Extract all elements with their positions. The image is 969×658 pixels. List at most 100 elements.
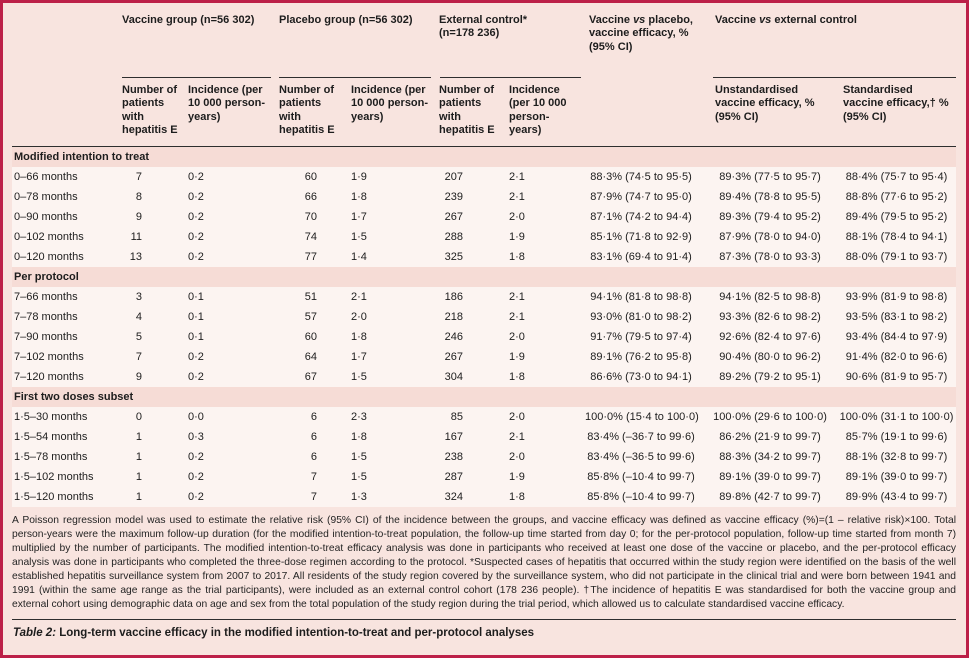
data-cell: 186: [437, 286, 508, 307]
placebo-group-header: Placebo group (n=56 302): [277, 11, 437, 78]
data-cell: 7: [277, 466, 349, 487]
data-cell: 1·7: [349, 206, 438, 227]
data-cell: 1·5: [349, 466, 438, 487]
data-cell: 7: [277, 486, 349, 507]
row-label: 1·5–102 months: [12, 466, 120, 487]
data-cell: 1: [120, 446, 186, 467]
data-cell: 88·8% (77·6 to 95·2): [837, 186, 956, 207]
table-row: 7–120 months 9 0·2 67 1·5 304 1·8 86·6% (73·0 t…: [12, 366, 956, 387]
data-cell: 6: [277, 426, 349, 447]
data-cell: 64: [277, 346, 349, 367]
data-cell: 238: [437, 446, 508, 467]
subheader-external-incidence: Incidence (per 10 000 person-years): [507, 78, 584, 147]
data-cell: 6: [277, 406, 349, 427]
data-cell: 2·3: [349, 406, 438, 427]
data-cell: 288: [437, 226, 508, 247]
efficacy-table: Vaccine group (n=56 302) Placebo group (…: [12, 11, 956, 507]
data-cell: 70: [277, 206, 349, 227]
row-label: 7–120 months: [12, 366, 120, 387]
row-label: 1·5–30 months: [12, 406, 120, 427]
data-cell: 1: [120, 466, 186, 487]
subheader-vaccine-incidence: Incidence (per 10 000 person-years): [186, 78, 277, 147]
data-cell: 1·9: [507, 226, 584, 247]
table-row: 0–78 months 8 0·2 66 1·8 239 2·1 87·9% (74·7 to…: [12, 186, 956, 207]
data-cell: 1: [120, 426, 186, 447]
row-label: 1·5–120 months: [12, 486, 120, 507]
data-cell: 1·4: [349, 246, 438, 267]
data-cell: 90·4% (80·0 to 96·2): [709, 346, 838, 367]
data-cell: 85·7% (19·1 to 99·6): [837, 426, 956, 447]
data-cell: 83·1% (69·4 to 91·4): [583, 246, 710, 267]
vvp-post: placebo, vaccine efficacy, % (95% CI): [589, 14, 693, 53]
row-label: 0–90 months: [12, 206, 120, 227]
data-cell: 94·1% (82·5 to 98·8): [709, 286, 838, 307]
data-cell: 100·0% (15·4 to 100·0): [583, 406, 710, 427]
row-label: 0–120 months: [12, 246, 120, 267]
data-cell: 2·0: [507, 446, 584, 467]
data-cell: 89·9% (43·4 to 99·7): [837, 486, 956, 507]
data-cell: 0·2: [186, 206, 277, 227]
vvp-pre: Vaccine: [589, 14, 634, 26]
data-cell: 93·3% (82·6 to 98·2): [709, 306, 838, 327]
data-cell: 267: [437, 206, 508, 227]
data-cell: 2·1: [507, 166, 584, 187]
row-label: 7–66 months: [12, 286, 120, 307]
data-cell: 89·3% (77·5 to 95·7): [709, 166, 838, 187]
table-row: 1·5–78 months 1 0·2 6 1·5 238 2·0 83·4% (–36·5 …: [12, 446, 956, 467]
table-footnote: A Poisson regression model was used to e…: [12, 514, 956, 611]
data-cell: 87·9% (78·0 to 94·0): [709, 226, 838, 247]
data-cell: 85·8% (–10·4 to 99·7): [583, 466, 710, 487]
data-cell: 1·3: [349, 486, 438, 507]
data-cell: 87·3% (78·0 to 93·3): [709, 246, 838, 267]
data-cell: 304: [437, 366, 508, 387]
data-cell: 77: [277, 246, 349, 267]
row-label: 0–78 months: [12, 186, 120, 207]
subheader-placebo-incidence: Incidence (per 10 000 person-years): [349, 78, 438, 147]
data-cell: 13: [120, 246, 186, 267]
data-cell: 66: [277, 186, 349, 207]
data-cell: 88·0% (79·1 to 93·7): [837, 246, 956, 267]
data-cell: 89·1% (39·0 to 99·7): [837, 466, 956, 487]
data-cell: 89·2% (79·2 to 95·1): [709, 366, 838, 387]
data-cell: 0·2: [186, 166, 277, 187]
data-cell: 1·9: [507, 466, 584, 487]
data-cell: 100·0% (29·6 to 100·0): [709, 406, 838, 427]
vve-pre: Vaccine: [715, 14, 760, 26]
data-cell: 1·5: [349, 366, 438, 387]
subheader-vaccine-n: Number of patients with hepatitis E: [120, 78, 186, 147]
caption-divider: [12, 619, 956, 621]
data-cell: 91·4% (82·0 to 96·6): [837, 346, 956, 367]
data-cell: 2·1: [349, 286, 438, 307]
data-cell: 7: [120, 166, 186, 187]
subheader-placebo-n: Number of patients with hepatitis E: [277, 78, 349, 147]
row-label: 0–102 months: [12, 226, 120, 247]
data-cell: 239: [437, 186, 508, 207]
data-cell: 1·8: [507, 366, 584, 387]
data-cell: 85: [437, 406, 508, 427]
vaccine-group-label: Vaccine group (n=56 302): [122, 14, 255, 26]
data-cell: 0·2: [186, 226, 277, 247]
data-cell: 92·6% (82·4 to 97·6): [709, 326, 838, 347]
data-cell: 89·1% (39·0 to 99·7): [709, 466, 838, 487]
data-cell: 2·0: [507, 206, 584, 227]
table-row: 0–90 months 9 0·2 70 1·7 267 2·0 87·1% (74·2 to…: [12, 206, 956, 227]
data-cell: 11: [120, 226, 186, 247]
row-label: 7–102 months: [12, 346, 120, 367]
data-cell: 9: [120, 366, 186, 387]
data-cell: 88·1% (32·8 to 99·7): [837, 446, 956, 467]
vaccine-group-header: Vaccine group (n=56 302): [120, 11, 277, 78]
data-cell: 0·0: [186, 406, 277, 427]
data-cell: 94·1% (81·8 to 98·8): [583, 286, 710, 307]
table-row: 0–120 months 13 0·2 77 1·4 325 1·8 83·1% (69·4 …: [12, 246, 956, 267]
data-cell: 2·0: [349, 306, 438, 327]
table-row: 1·5–120 months 1 0·2 7 1·3 324 1·8 85·8% (–10·4…: [12, 486, 956, 507]
data-cell: 0·2: [186, 466, 277, 487]
data-cell: 218: [437, 306, 508, 327]
data-cell: 0·2: [186, 486, 277, 507]
data-cell: 74: [277, 226, 349, 247]
data-cell: 2·1: [507, 426, 584, 447]
data-cell: 1·8: [349, 426, 438, 447]
data-cell: 93·9% (81·9 to 98·8): [837, 286, 956, 307]
table-row: 7–66 months 3 0·1 51 2·1 186 2·1 94·1% (81·8 to…: [12, 286, 956, 307]
data-cell: 3: [120, 286, 186, 307]
